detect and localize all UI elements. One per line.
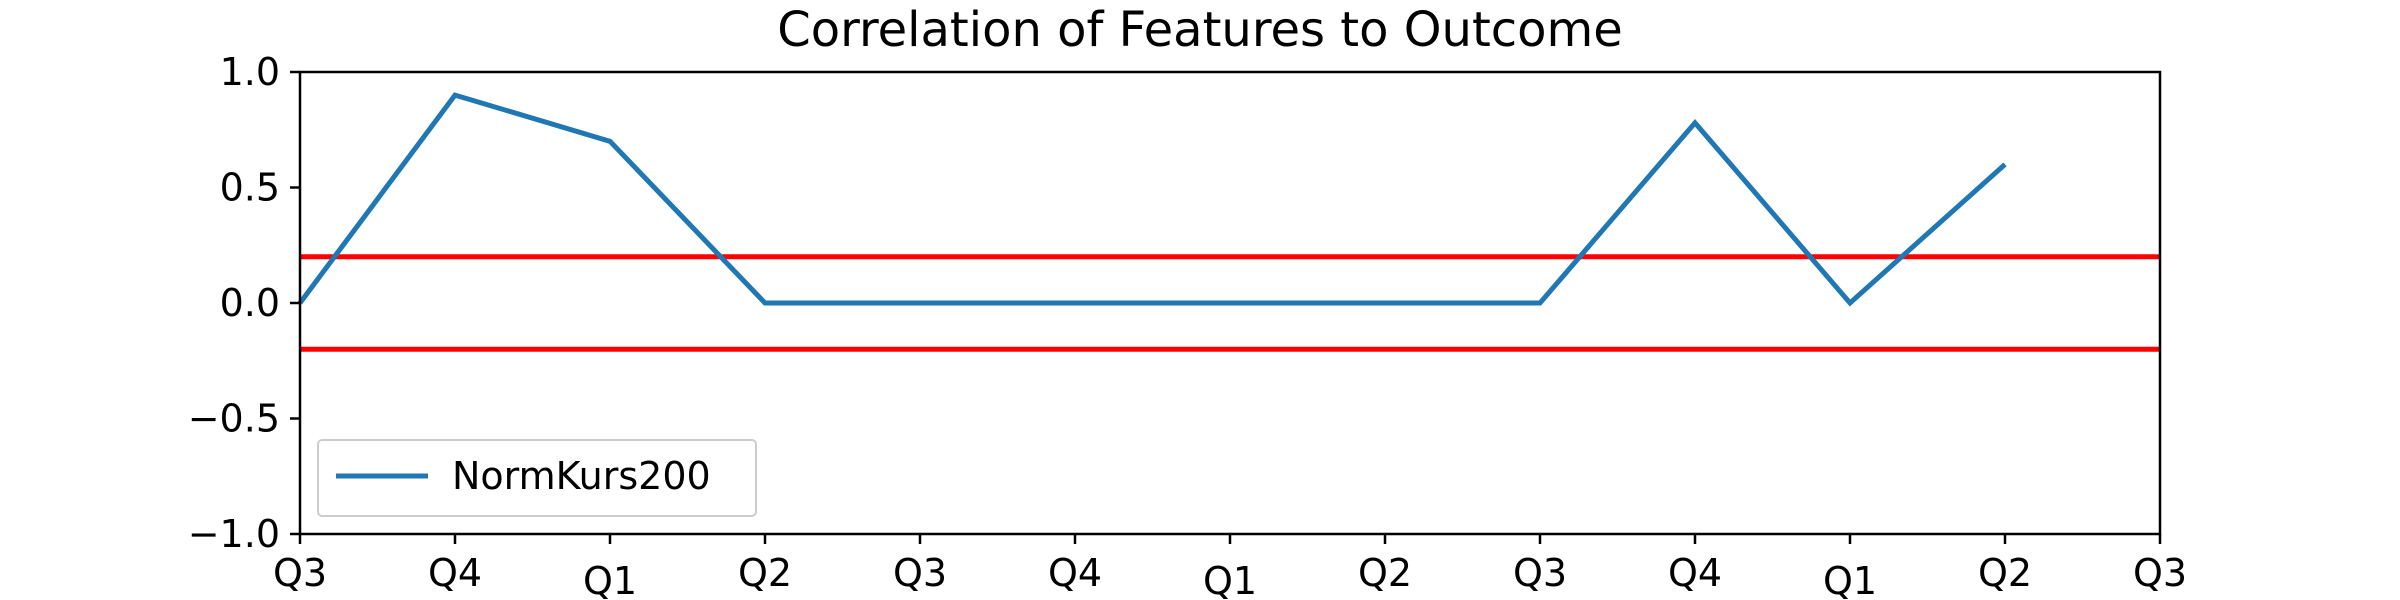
x-tick-label: Q4 [1048, 551, 1102, 595]
x-tick-label: Q3 [2133, 551, 2187, 595]
x-tick-label: Q3 [1513, 551, 1567, 595]
x-tick-label: Q1 [1823, 559, 1877, 600]
x-tick-label: Q1 [583, 559, 637, 600]
x-tick-label: Q2 [1978, 551, 2032, 595]
y-tick-label: 0.5 [220, 166, 280, 210]
chart-title: Correlation of Features to Outcome [777, 2, 1623, 58]
x-tick-label: Q4 [1668, 551, 1722, 595]
plot-area: 1.00.50.0−0.5−1.0Q3 Q4 Q1 Q2 Q3 Q4 Q1 Q2 Q3 Q4 Q1 Q… [188, 50, 2187, 600]
y-tick-label: −0.5 [188, 397, 280, 441]
x-tick-label: Q4 [428, 551, 482, 595]
legend-label: NormKurs200 [452, 454, 711, 498]
y-tick-label: −1.0 [188, 512, 280, 556]
y-tick-label: 1.0 [220, 50, 280, 94]
x-tick-label: Q1 [1203, 559, 1257, 600]
x-tick-label: Q3 [273, 551, 327, 595]
legend-box [317, 439, 757, 517]
x-tick-label: Q2 [738, 551, 792, 595]
legend: NormKurs200 [317, 439, 757, 517]
series-line-0 [297, 92, 2007, 307]
x-tick-label: Q3 [893, 551, 947, 595]
x-tick-label: Q2 [1358, 551, 1412, 595]
y-tick-label: 0.0 [220, 281, 280, 325]
